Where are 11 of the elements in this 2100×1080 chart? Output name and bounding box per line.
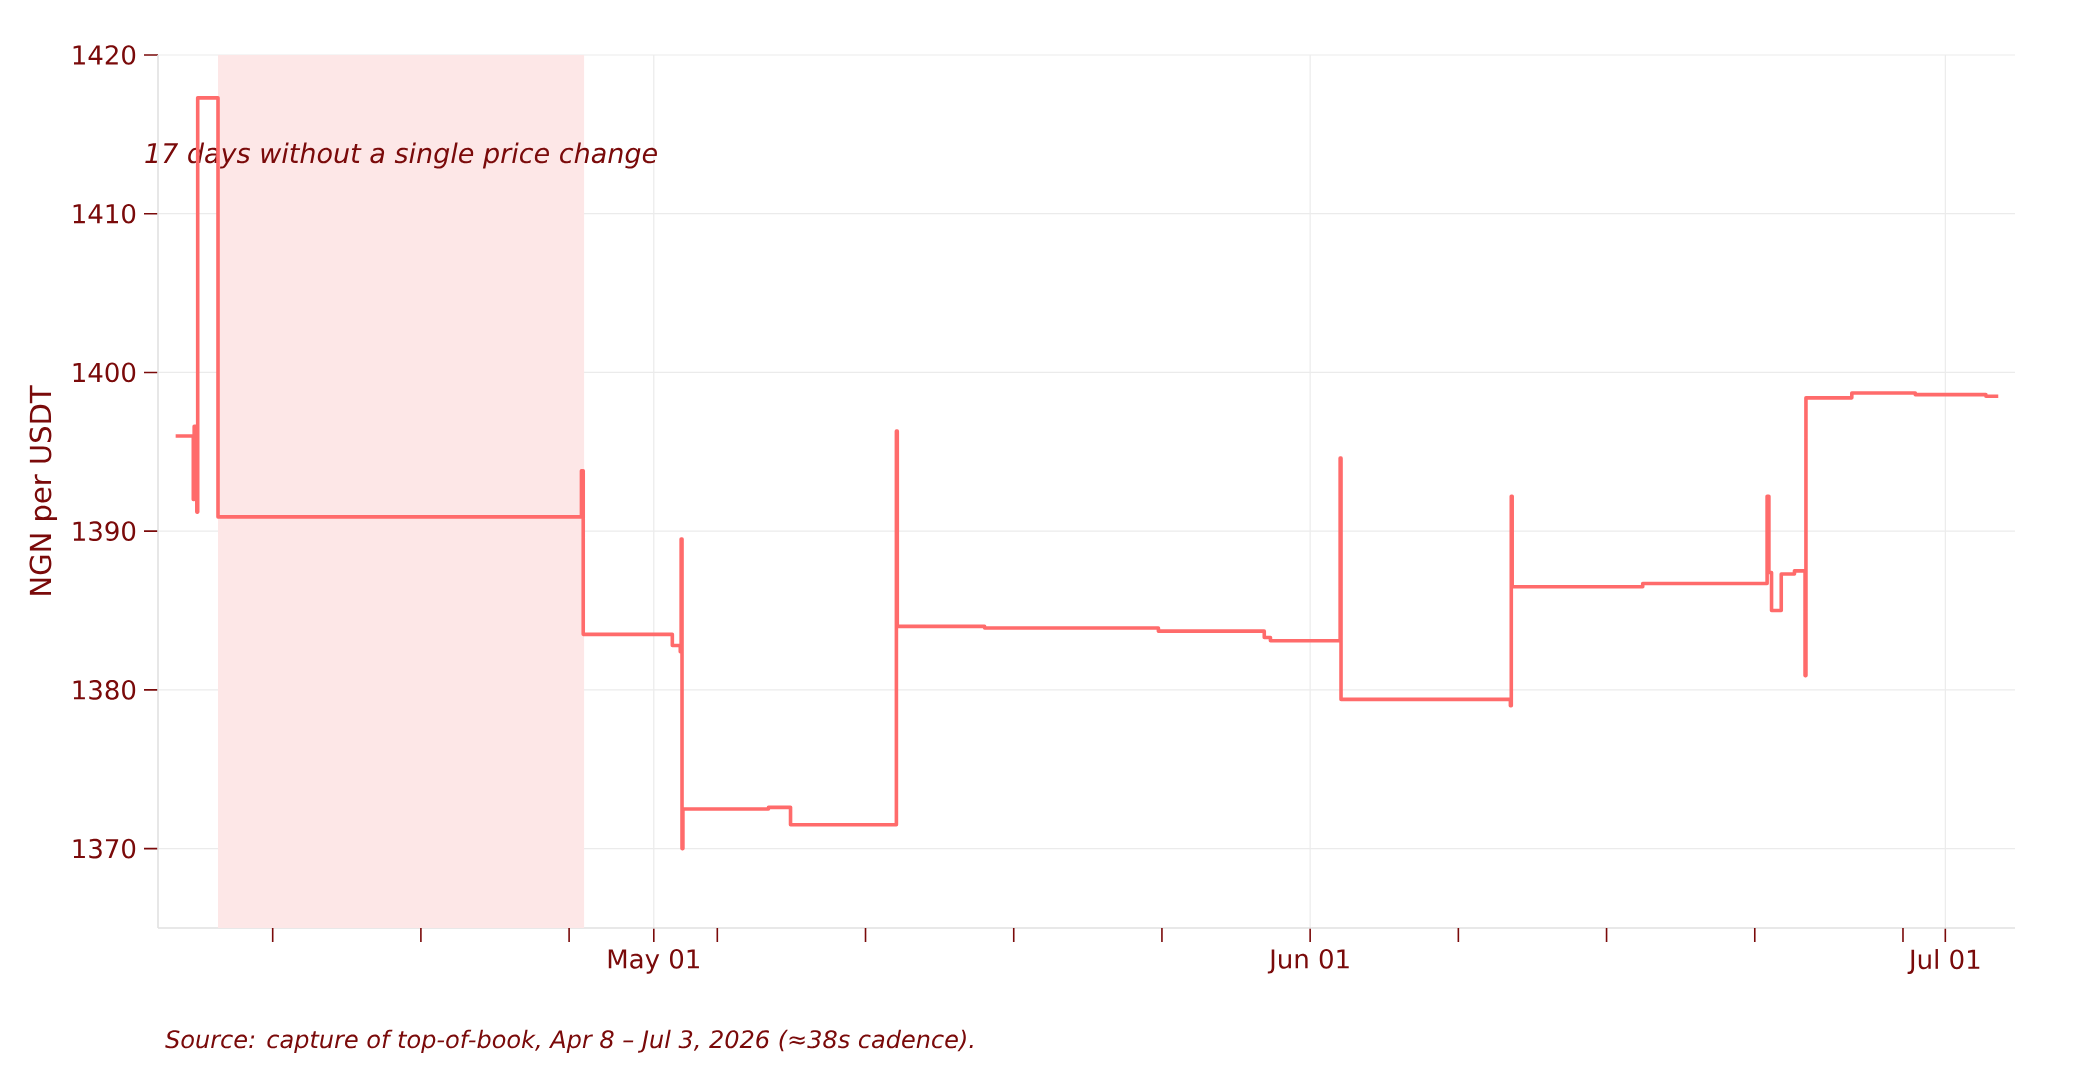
source-note: Source: capture of top-of-book, Apr 8 – Jul 3, 2026 (≈38s cadence). xyxy=(165,1029,973,1053)
y-tick-label: 1420 xyxy=(73,45,136,65)
y-tick-label: 1390 xyxy=(73,521,136,542)
x-tick-label: May 01 xyxy=(608,949,699,974)
x-tick-label: Jul 01 xyxy=(1907,949,1980,975)
y-tick-label: 1370 xyxy=(73,838,136,859)
y-tick-label: 1380 xyxy=(73,680,136,700)
y-tick-label: 1410 xyxy=(73,203,136,224)
y-axis-title: NGN per USDT xyxy=(29,385,58,595)
x-tick-label: Jun 01 xyxy=(1267,949,1349,974)
y-tick-label: 1400 xyxy=(73,362,136,383)
